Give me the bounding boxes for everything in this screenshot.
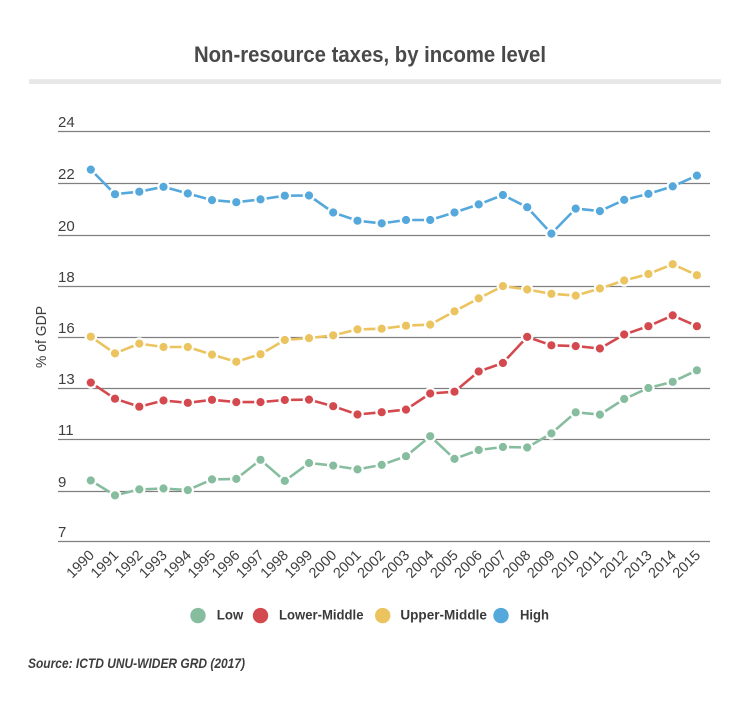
svg-text:Lower-Middle: Lower-Middle — [279, 607, 364, 623]
svg-text:24: 24 — [58, 114, 75, 131]
svg-text:16: 16 — [58, 320, 75, 337]
svg-text:7: 7 — [58, 524, 66, 541]
svg-text:11: 11 — [58, 422, 74, 439]
svg-text:Source: ICTD UNU-WIDER GRD (20: Source: ICTD UNU-WIDER GRD (2017) — [28, 655, 245, 671]
svg-text:9: 9 — [58, 474, 66, 491]
svg-text:18: 18 — [58, 269, 75, 286]
svg-text:13: 13 — [58, 371, 75, 388]
svg-text:% of GDP: % of GDP — [33, 306, 50, 368]
svg-text:Upper-Middle: Upper-Middle — [400, 607, 487, 623]
svg-text:20: 20 — [58, 218, 75, 235]
svg-text:22: 22 — [58, 166, 75, 183]
svg-text:Low: Low — [217, 607, 244, 623]
svg-text:High: High — [520, 607, 549, 623]
svg-text:Non-resource taxes, by income: Non-resource taxes, by income level — [194, 42, 546, 67]
